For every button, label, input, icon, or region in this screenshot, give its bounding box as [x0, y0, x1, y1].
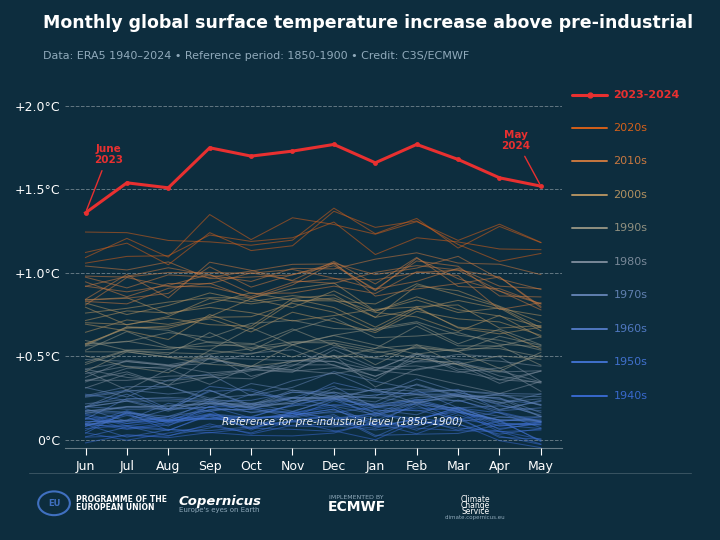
Text: 1990s: 1990s — [613, 224, 647, 233]
Text: Reference for pre-industrial level (1850–1900): Reference for pre-industrial level (1850… — [222, 417, 462, 427]
Text: Change: Change — [461, 501, 490, 510]
Text: IMPLEMENTED BY: IMPLEMENTED BY — [329, 495, 384, 501]
Text: 1980s: 1980s — [613, 257, 647, 267]
Text: Monthly global surface temperature increase above pre-industrial: Monthly global surface temperature incre… — [43, 14, 693, 31]
Text: May
2024: May 2024 — [502, 130, 539, 184]
Text: EUROPEAN UNION: EUROPEAN UNION — [76, 503, 154, 512]
Text: 1940s: 1940s — [613, 391, 647, 401]
Text: 2010s: 2010s — [613, 157, 647, 166]
Text: 1970s: 1970s — [613, 291, 647, 300]
Text: PROGRAMME OF THE: PROGRAMME OF THE — [76, 495, 166, 504]
Text: Europe's eyes on Earth: Europe's eyes on Earth — [179, 507, 260, 514]
Text: June
2023: June 2023 — [86, 144, 123, 210]
Text: climate.copernicus.eu: climate.copernicus.eu — [445, 515, 505, 520]
Text: Copernicus: Copernicus — [178, 495, 261, 508]
Text: ECMWF: ECMWF — [328, 500, 385, 514]
Text: Service: Service — [461, 507, 490, 516]
Text: EU: EU — [48, 499, 60, 508]
Text: Climate: Climate — [460, 495, 490, 504]
Text: 2000s: 2000s — [613, 190, 647, 200]
Text: Data: ERA5 1940–2024 • Reference period: 1850-1900 • Credit: C3S/ECMWF: Data: ERA5 1940–2024 • Reference period:… — [43, 51, 469, 62]
Text: 1960s: 1960s — [613, 324, 647, 334]
Text: 2020s: 2020s — [613, 123, 647, 133]
Text: 2023-2024: 2023-2024 — [613, 90, 680, 99]
Text: 1950s: 1950s — [613, 357, 647, 367]
